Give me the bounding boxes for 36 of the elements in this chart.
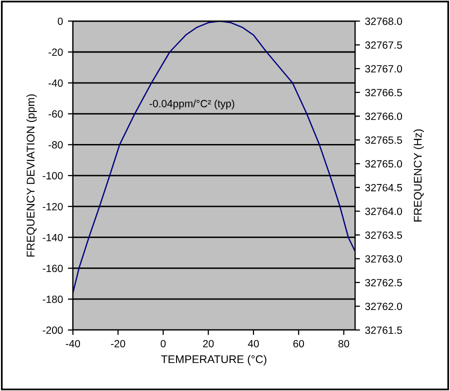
x-tick-label: -40 [66, 340, 80, 348]
y-tick-label: -100 [42, 172, 63, 180]
y-tick-label: -40 [48, 79, 63, 87]
x-tick-label: -20 [110, 340, 126, 348]
y2-axis-title: FREQUENCY (Hz) [414, 129, 424, 222]
y2-tick-label: 32764.5 [365, 184, 402, 192]
y-tick-label: -160 [42, 264, 63, 272]
y2-tick-label: 32766.5 [365, 88, 402, 96]
y2-tick-label: 32766.0 [365, 112, 402, 120]
y-tick-label: -80 [48, 141, 63, 149]
y-tick-label: -120 [42, 202, 63, 210]
y2-tick-label: 32765.5 [365, 136, 402, 144]
y2-tick-label: 32768.0 [365, 18, 402, 25]
y2-tick-label: 32767.5 [365, 41, 402, 49]
y2-tick-label: 32764.0 [365, 208, 402, 216]
y2-tick-label: 32762.0 [365, 302, 402, 310]
y2-tick-label: 32763.5 [365, 231, 402, 239]
y2-tick-label: 32763.0 [365, 255, 402, 263]
y-tick-label: -60 [48, 110, 63, 118]
y2-tick-label: 32767.0 [365, 65, 402, 73]
x-axis-title: TEMPERATURE (°C) [161, 354, 266, 366]
y-axis-title: FREQUENCY DEVIATION (ppm) [26, 94, 37, 257]
x-tick-label: 40 [248, 340, 259, 348]
annotation: -0.04ppm/°C² (typ) [150, 100, 234, 110]
y2-tick-label: 32761.5 [365, 326, 402, 334]
y-tick-label: -20 [48, 48, 63, 56]
y-tick-label: -200 [42, 326, 63, 334]
y2-tick-label: 32762.5 [365, 278, 402, 286]
x-tick-label: 20 [203, 340, 214, 348]
x-tick-label: 80 [338, 340, 350, 348]
x-tick-label: 60 [293, 340, 304, 348]
x-tick-label: 0 [160, 340, 166, 348]
y-tick-label: 0 [58, 18, 63, 25]
y-tick-label: -140 [42, 234, 63, 242]
y2-tick-label: 32765.0 [365, 160, 402, 168]
y-tick-label: -180 [42, 296, 63, 303]
